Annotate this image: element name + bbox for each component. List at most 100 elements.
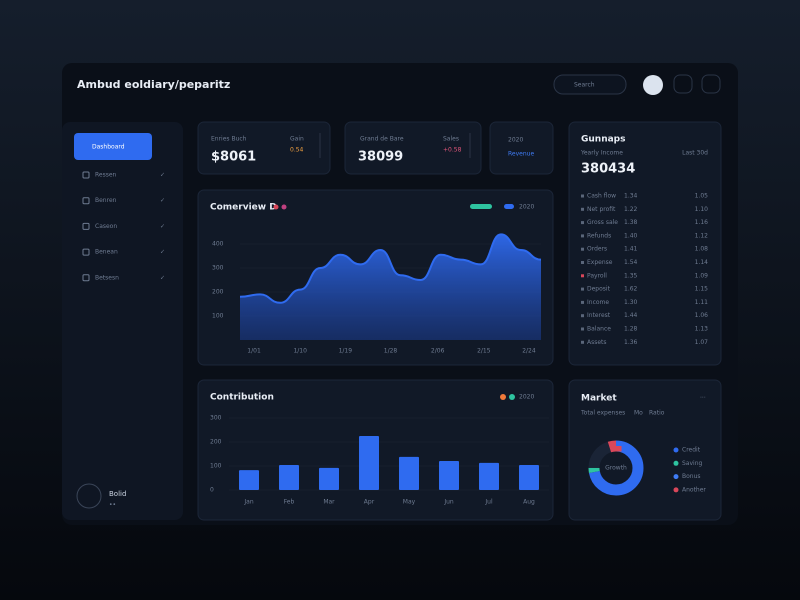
x-tick-label: 1/28 <box>384 348 398 355</box>
stat-side-value: 0.54 <box>290 147 304 154</box>
chart-title: Contribution <box>210 393 274 403</box>
dot <box>273 204 279 210</box>
row-label: Income <box>587 299 609 306</box>
y-tick-label: 300 <box>210 415 222 422</box>
row-bullet <box>581 234 584 238</box>
row-value: 1.38 <box>624 219 638 226</box>
dot <box>509 394 515 400</box>
bar <box>519 465 539 490</box>
bar <box>359 436 379 490</box>
x-tick-label: Jun <box>443 499 454 506</box>
y-tick-label: 400 <box>212 241 224 248</box>
row-label: Expense <box>587 259 613 266</box>
nav-check: ✓ <box>160 172 165 179</box>
row-label: Payroll <box>587 272 607 279</box>
row-value: 1.13 <box>695 326 709 333</box>
row-label: Assets <box>587 339 607 346</box>
bar <box>439 460 459 490</box>
nav-icon <box>82 248 90 256</box>
bar <box>479 462 499 490</box>
icon-button[interactable] <box>673 74 693 94</box>
row-value: 1.30 <box>624 299 638 306</box>
row-value: 1.08 <box>695 246 709 253</box>
legend-swatch <box>504 204 514 209</box>
x-tick-label: 2/24 <box>522 348 536 355</box>
row-value: 1.11 <box>695 299 709 306</box>
search-placeholder: Search <box>574 82 595 89</box>
nav-check: ✓ <box>160 223 165 230</box>
legend-label: Bonus <box>682 473 701 480</box>
pie-subtitle: Ratio <box>649 410 665 417</box>
x-tick-label: Apr <box>364 499 375 506</box>
pie-segment <box>588 440 644 496</box>
row-bullet <box>581 300 584 304</box>
nav-check: ✓ <box>160 197 165 204</box>
icon-button[interactable] <box>701 74 721 94</box>
nav-icon <box>82 197 90 205</box>
legend-dot <box>673 474 679 480</box>
row-value: 1.62 <box>624 286 638 293</box>
list-title: Gunnaps <box>581 135 625 145</box>
legend-label: Saving <box>682 460 703 467</box>
y-tick-label: 200 <box>210 439 222 446</box>
legend-dot <box>673 447 679 453</box>
x-tick-label: Jan <box>243 499 253 506</box>
row-value: 1.05 <box>695 193 709 200</box>
row-bullet <box>581 194 584 198</box>
dot <box>500 394 506 400</box>
row-bullet <box>581 261 584 264</box>
row-value: 1.22 <box>624 206 638 213</box>
active-nav-item[interactable] <box>74 133 152 160</box>
row-value: 1.12 <box>695 232 709 239</box>
pie-segment <box>588 440 644 496</box>
profile-sub: •• <box>109 502 116 509</box>
sidebar <box>62 122 183 520</box>
list-period: Last 30d <box>682 150 708 157</box>
nav-icon <box>82 171 90 179</box>
row-value: 1.54 <box>624 259 638 266</box>
legend-label: Another <box>682 486 706 493</box>
menu-dots[interactable]: ··· <box>700 395 706 402</box>
row-label: Cash flow <box>587 193 616 200</box>
stat-side-label: Gain <box>290 136 304 143</box>
row-bullet <box>581 340 584 344</box>
nav-label: Betsesn <box>95 274 119 281</box>
row-label: Refunds <box>587 232 611 239</box>
app-title: Ambud eoldiary/peparitz <box>77 78 230 91</box>
nav-label: Benean <box>95 249 118 256</box>
row-bullet <box>581 207 584 211</box>
x-tick-label: 1/19 <box>339 348 353 355</box>
nav-icon <box>82 274 90 282</box>
profile-avatar[interactable] <box>76 483 102 509</box>
pie-subtitle: Total expenses <box>580 410 625 417</box>
legend-label: Credit <box>682 447 701 454</box>
row-label: Interest <box>587 312 611 319</box>
search-box[interactable] <box>553 74 627 95</box>
stat-card <box>344 121 482 175</box>
x-tick-label: May <box>403 499 416 506</box>
stat-label: Enries Buch <box>211 136 247 143</box>
legend-dot <box>673 487 679 493</box>
stat-label: 2020 <box>508 137 523 144</box>
dot <box>281 204 287 210</box>
nav-icon <box>82 222 90 230</box>
chart-title: Comerview D <box>210 203 277 213</box>
x-tick-label: 2/06 <box>431 348 445 355</box>
stat-value: $8061 <box>211 150 256 165</box>
list-subtitle: Yearly Income <box>580 150 623 157</box>
y-tick-label: 0 <box>210 487 214 494</box>
stat-value: 38099 <box>358 150 403 165</box>
row-value: 1.36 <box>624 339 638 346</box>
stat-side-value: +0.58 <box>443 147 462 154</box>
avatar[interactable] <box>643 75 663 95</box>
bar <box>319 467 339 490</box>
nav-check: ✓ <box>160 274 165 281</box>
list-total: 380434 <box>581 162 635 177</box>
x-tick-label: Aug <box>523 499 535 506</box>
row-value: 1.14 <box>695 259 709 266</box>
nav-label: Caseon <box>95 223 117 230</box>
row-value: 1.40 <box>624 232 638 239</box>
nav-label: Ressen <box>95 172 117 179</box>
stat-side-label: Sales <box>443 136 459 143</box>
